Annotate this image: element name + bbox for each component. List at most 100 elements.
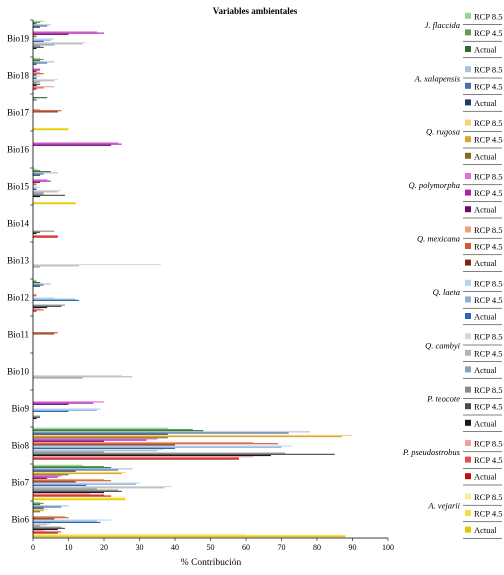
bar-bio8-p-teocote-rcp85 — [33, 452, 286, 454]
bar-bio12-q-laeta-rcp45 — [33, 298, 76, 300]
legend-scenario-label: RCP 4.5 — [474, 28, 503, 38]
bar-bio18-j-flaccida-actual — [33, 60, 41, 62]
bar-bio7-q-polymorpha-actual — [33, 477, 48, 479]
bar-bio12-q-mexicana-rcp45 — [33, 295, 37, 297]
legend-scenario-label: RCP 8.5 — [474, 225, 503, 235]
bar-bio7-a-vejarii-actual — [33, 499, 126, 501]
bar-bio19-q-laeta-actual — [33, 40, 44, 42]
bar-bio14-p-pseudostrobus-actual — [33, 236, 58, 238]
bar-bio7-q-cambyi-actual — [33, 488, 97, 490]
legend-scenario-label: Actual — [474, 418, 497, 428]
bar-bio19-j-flaccida-actual — [33, 23, 37, 25]
legend-scenario-label: Actual — [474, 258, 497, 268]
bar-bio15-q-laeta-rcp45 — [33, 187, 37, 189]
legend-scenario-label: RCP 8.5 — [474, 118, 503, 128]
y-tick-label: Bio17 — [7, 108, 30, 118]
bar-bio19-q-cambyi-rcp85 — [33, 42, 87, 44]
legend-swatch — [465, 189, 471, 196]
bar-bio15-a-xalapensis-rcp85 — [33, 172, 58, 174]
bar-bio18-a-xalapensis-rcp85 — [33, 61, 55, 63]
bar-bio19-q-mexicana-rcp85 — [33, 34, 37, 37]
bar-bio13-q-cambyi-rcp45 — [33, 265, 80, 267]
bar-bio15-a-vejarii-rcp45 — [33, 201, 76, 204]
legend-species-label: P. pseudostrobus — [402, 447, 461, 457]
legend-swatch — [465, 403, 471, 410]
legend-scenario-label: RCP 8.5 — [474, 278, 503, 288]
bar-bio8-q-cambyi-rcp45 — [33, 450, 158, 452]
bar-bio15-a-xalapensis-rcp45 — [33, 173, 44, 175]
bar-bio15-j-flaccida-actual — [33, 171, 51, 173]
bar-bio8-q-laeta-actual — [33, 447, 175, 449]
chart-title: Variables ambientales — [213, 6, 298, 16]
bar-bio6-p-pseudostrobus-rcp45 — [33, 531, 62, 533]
legend-scenario-label: Actual — [474, 151, 497, 161]
bar-bio14-p-teocote-rcp45 — [33, 231, 41, 233]
legend-scenario-label: RCP 4.5 — [474, 242, 503, 252]
bar-bio8-q-polymorpha-rcp85 — [33, 438, 158, 440]
bar-bio14-p-teocote-actual — [33, 232, 37, 235]
bar-bio19-q-mexicana-rcp45 — [33, 36, 37, 38]
bar-bio18-q-laeta-rcp45 — [33, 76, 37, 78]
legend-scenario-label: Actual — [474, 45, 497, 55]
bar-bio18-q-cambyi-actual — [33, 81, 41, 83]
bar-bio18-q-laeta-rcp85 — [33, 75, 41, 77]
x-tick-label: 20 — [100, 543, 108, 552]
x-tick-label: 70 — [278, 543, 286, 552]
y-tick-label: Bio12 — [7, 293, 29, 303]
legend-scenario-label: RCP 8.5 — [474, 65, 503, 75]
legend-swatch — [465, 152, 471, 159]
bar-bio9-p-teocote-rcp85 — [33, 415, 41, 417]
bar-bio8-p-pseudostrobus-actual — [33, 458, 239, 460]
bar-bio9-q-laeta-rcp45 — [33, 409, 97, 411]
bar-bio6-q-rugosa-rcp85 — [33, 508, 48, 510]
bar-bio12-q-mexicana-rcp85 — [33, 293, 37, 296]
bar-bio15-a-xalapensis-actual — [33, 174, 41, 176]
bar-bio6-q-rugosa-actual — [33, 511, 41, 513]
legend-swatch — [465, 136, 471, 143]
legend-swatch — [465, 349, 471, 356]
legend-swatch — [465, 526, 471, 533]
bar-bio8-q-mexicana-actual — [33, 444, 175, 446]
bar-bio8-q-cambyi-rcp85 — [33, 449, 165, 451]
bar-bio8-q-laeta-rcp45 — [33, 446, 282, 448]
legend-swatch — [465, 206, 471, 213]
bar-bio7-a-xalapensis-rcp85 — [33, 468, 133, 470]
bar-bio17-a-xalapensis-rcp45 — [33, 99, 37, 101]
bar-bio19-q-cambyi-rcp45 — [33, 43, 83, 45]
bar-bio7-a-vejarii-rcp85 — [33, 496, 126, 498]
bar-bio16-q-polymorpha-rcp85 — [33, 142, 119, 144]
bar-bio19-q-laeta-rcp85 — [33, 38, 55, 40]
bar-bio7-q-cambyi-rcp45 — [33, 487, 165, 489]
legend-swatch — [465, 493, 471, 500]
legend-scenario-label: Actual — [474, 98, 497, 108]
legend-swatch — [465, 279, 471, 286]
legend-swatch — [465, 99, 471, 106]
legend-scenario-label: RCP 4.5 — [474, 509, 503, 519]
bar-bio19-q-polymorpha-actual — [33, 33, 69, 35]
legend-swatch — [465, 12, 471, 19]
legend-species-label: Q. laeta — [433, 287, 460, 297]
bar-bio6-j-flaccida-rcp85 — [33, 501, 41, 503]
legend-scenario-label: RCP 8.5 — [474, 439, 503, 449]
bar-bio19-p-teocote-rcp85 — [33, 45, 41, 47]
bar-bio6-q-mexicana-rcp45 — [33, 517, 69, 519]
bar-bio15-q-laeta-actual — [33, 188, 37, 190]
bar-bio12-q-laeta-actual — [33, 299, 80, 301]
bar-bio6-p-pseudostrobus-actual — [33, 532, 58, 534]
bar-bio6-a-xalapensis-rcp85 — [33, 505, 69, 507]
bar-bio6-a-vejarii-actual — [33, 536, 346, 538]
bar-bio7-q-cambyi-rcp85 — [33, 486, 172, 488]
bar-bio18-p-teocote-rcp45 — [33, 83, 41, 85]
bar-bio12-p-pseudostrobus-rcp85 — [33, 308, 41, 310]
legend-scenario-label: RCP 8.5 — [474, 332, 503, 342]
bar-bio15-a-vejarii-actual — [33, 203, 76, 205]
bar-bio7-p-pseudostrobus-rcp85 — [33, 493, 90, 495]
x-tick-label: 0 — [31, 543, 35, 552]
legend-species-label: A. xalapensis — [414, 73, 461, 83]
legend-scenario-label: RCP 8.5 — [474, 385, 503, 395]
x-tick-label: 100 — [382, 543, 394, 552]
bar-bio6-q-mexicana-actual — [33, 518, 55, 520]
bar-bio7-p-teocote-rcp45 — [33, 490, 122, 492]
bar-bio7-q-rugosa-actual — [33, 474, 69, 476]
legend-scenario-label: Actual — [474, 205, 497, 215]
